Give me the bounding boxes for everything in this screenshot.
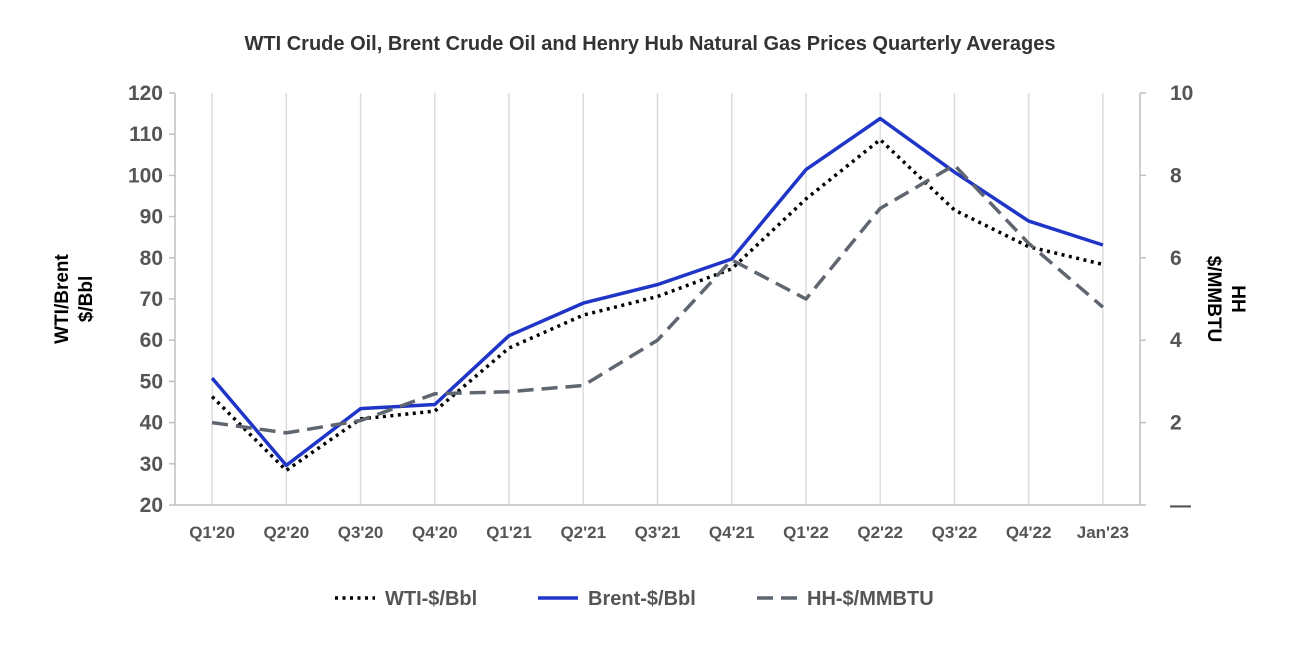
- left-axis-ticks: 20 30 40 50 60 70 80 90 100 110 120: [128, 82, 175, 517]
- legend: WTI-$/Bbl Brent-$/Bbl HH-$/MMBTU: [335, 588, 934, 610]
- left-tick-label: 20: [140, 494, 163, 517]
- left-tick-label: 80: [140, 247, 163, 270]
- x-tick-label: Q3'20: [338, 523, 384, 542]
- x-tick-label: Jan'23: [1077, 523, 1129, 542]
- left-tick-label: 100: [128, 164, 163, 187]
- left-tick-label: 90: [140, 206, 163, 229]
- series-line-brent-bbl: [210, 116, 1104, 468]
- x-tick-label: Q4'22: [1006, 523, 1052, 542]
- right-tick-label: 2: [1170, 412, 1182, 435]
- left-tick-label: 50: [140, 370, 163, 393]
- x-tick-label: Q2'22: [857, 523, 903, 542]
- right-tick-label: 8: [1170, 164, 1182, 187]
- left-tick-label: 40: [140, 412, 163, 435]
- series-layer: [210, 116, 1105, 473]
- left-tick-label: 110: [129, 123, 163, 146]
- left-tick-label: 120: [128, 82, 163, 105]
- right-axis-title: HH$/MMBTU: [1203, 256, 1248, 343]
- left-axis-title-line: WTI/Brent: [52, 253, 73, 343]
- x-tick-label: Q4'21: [709, 523, 755, 542]
- left-axis-title-line: $/Bbl: [76, 276, 97, 322]
- x-tick-label: Q1'20: [189, 523, 235, 542]
- x-tick-label: Q1'21: [486, 523, 532, 542]
- x-tick-label: Q4'20: [412, 523, 458, 542]
- right-tick-label: —: [1170, 494, 1191, 517]
- left-tick-label: 60: [140, 329, 163, 352]
- legend-label: WTI-$/Bbl: [385, 588, 477, 610]
- x-tick-label: Q3'21: [635, 523, 681, 542]
- legend-label: Brent-$/Bbl: [588, 588, 696, 610]
- legend-label: HH-$/MMBTU: [807, 588, 934, 610]
- left-axis-title: WTI/Brent $/Bbl: [52, 253, 97, 343]
- x-tick-label: Q1'22: [783, 523, 829, 542]
- grid-lines: [211, 93, 1104, 505]
- x-tick-label: Q2'21: [560, 523, 606, 542]
- right-tick-label: 4: [1170, 329, 1182, 352]
- left-tick-label: 30: [140, 453, 163, 476]
- x-tick-label: Q2'20: [264, 523, 310, 542]
- chart-title: WTI Crude Oil, Brent Crude Oil and Henry…: [245, 33, 1056, 55]
- right-tick-label: 6: [1170, 247, 1182, 270]
- right-axis-title-line: HH: [1227, 285, 1248, 312]
- left-axis-title-text: WTI/Brent $/Bbl: [52, 253, 97, 343]
- series-line-hh-mmbtu: [211, 163, 1105, 435]
- left-tick-label: 70: [140, 288, 163, 311]
- right-tick-label: 10: [1170, 82, 1193, 105]
- right-axis-ticks: — 2 4 6 8 10: [1140, 82, 1193, 517]
- x-axis-ticks: Q1'20 Q2'20 Q3'20 Q4'20 Q1'21 Q2'21 Q3'21 Q4'21…: [189, 523, 1129, 542]
- right-axis-title-line: $/MMBTU: [1203, 256, 1224, 343]
- x-tick-label: Q3'22: [932, 523, 978, 542]
- right-axis-title-text: HH$/MMBTU: [1203, 256, 1248, 343]
